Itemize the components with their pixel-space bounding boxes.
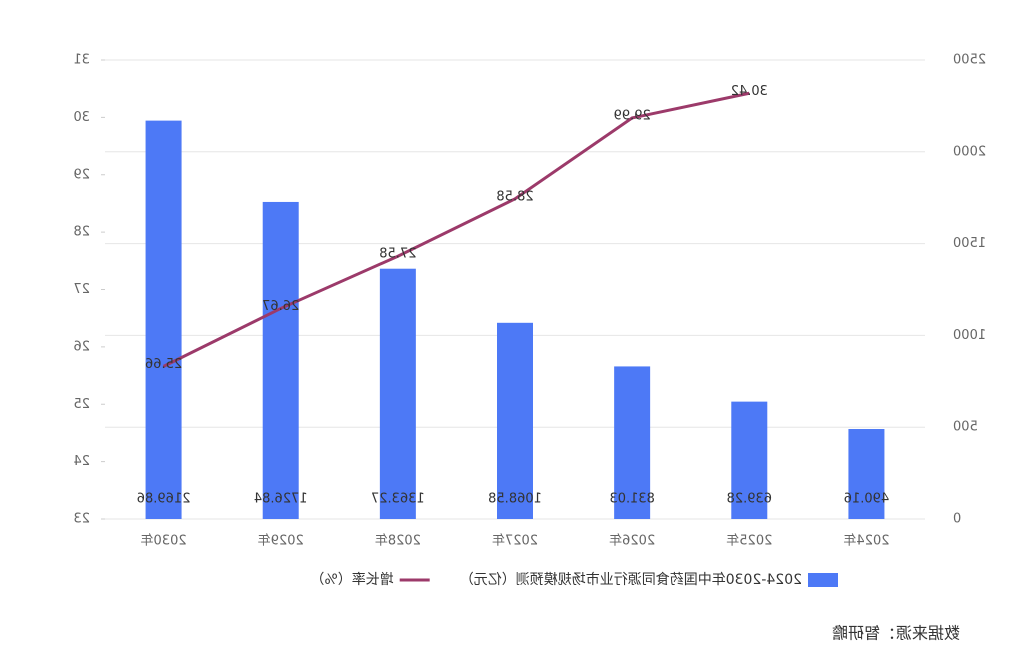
legend-label: 2024-2030年中国药食同源行业市场规模预测（亿元） [460,571,802,588]
source: 数据来源：智研瞻 [832,624,960,643]
legend-label: 增长率（%） [310,571,393,588]
y-tick-label: 0 [953,512,961,527]
x-tick-label: 2029年 [258,534,304,549]
x-tick-label: 2026年 [609,534,655,549]
y2-tick-label: 31 [73,53,90,68]
growth-line [162,91,750,368]
y2-tick-label: 25 [73,397,90,412]
bar-value-label: 2169.86 [137,492,191,507]
y-tick-label: 2500 [953,53,986,68]
y2-tick-label: 24 [73,454,90,469]
y2-tick-label: 30 [73,110,90,125]
line-value-label: 28.58 [496,189,533,204]
y2-tick-label: 26 [73,339,90,354]
x-tick-label: 2030年 [141,534,187,549]
y-tick-label: 1000 [953,328,986,343]
x-tick-label: 2025年 [726,534,772,549]
bar-value-label: 831.03 [609,492,655,507]
line-value-label: 29.99 [614,108,651,123]
bar-value-label: 1363.27 [371,492,425,507]
bar-value-label: 490.16 [844,492,890,507]
x-tick-label: 2028年 [375,534,421,549]
bar [379,268,416,519]
bar [848,429,885,519]
y-tick-label: 500 [953,420,978,435]
bar [145,120,182,519]
bar-value-label: 639.28 [727,492,773,507]
line-value-label: 26.67 [262,299,299,314]
x-tick-label: 2027年 [492,534,538,549]
bar [497,322,533,519]
y2-tick-label: 29 [73,167,90,182]
y2-tick-label: 23 [73,512,90,527]
line-value-label: 25.66 [145,357,182,372]
mirrored-chart: 数据来源：智研瞻 0 500 1000 1500 2000 2500 23 24 25 26 27 2… [73,53,986,643]
bar [614,366,651,519]
line-value-label: 27.58 [379,247,416,262]
y2-tick-label: 27 [73,282,90,297]
x-tick-label: 2024年 [843,534,889,549]
line-value-label: 30.42 [731,84,768,99]
bar [731,401,768,519]
bar-value-label: 1726.84 [254,492,308,507]
y-tick-label: 1500 [953,236,986,251]
bar [262,201,299,519]
bar-value-label: 1068.58 [488,492,542,507]
y-tick-label: 2000 [953,144,986,159]
y2-tick-label: 28 [73,225,90,240]
legend-swatch [808,573,838,587]
